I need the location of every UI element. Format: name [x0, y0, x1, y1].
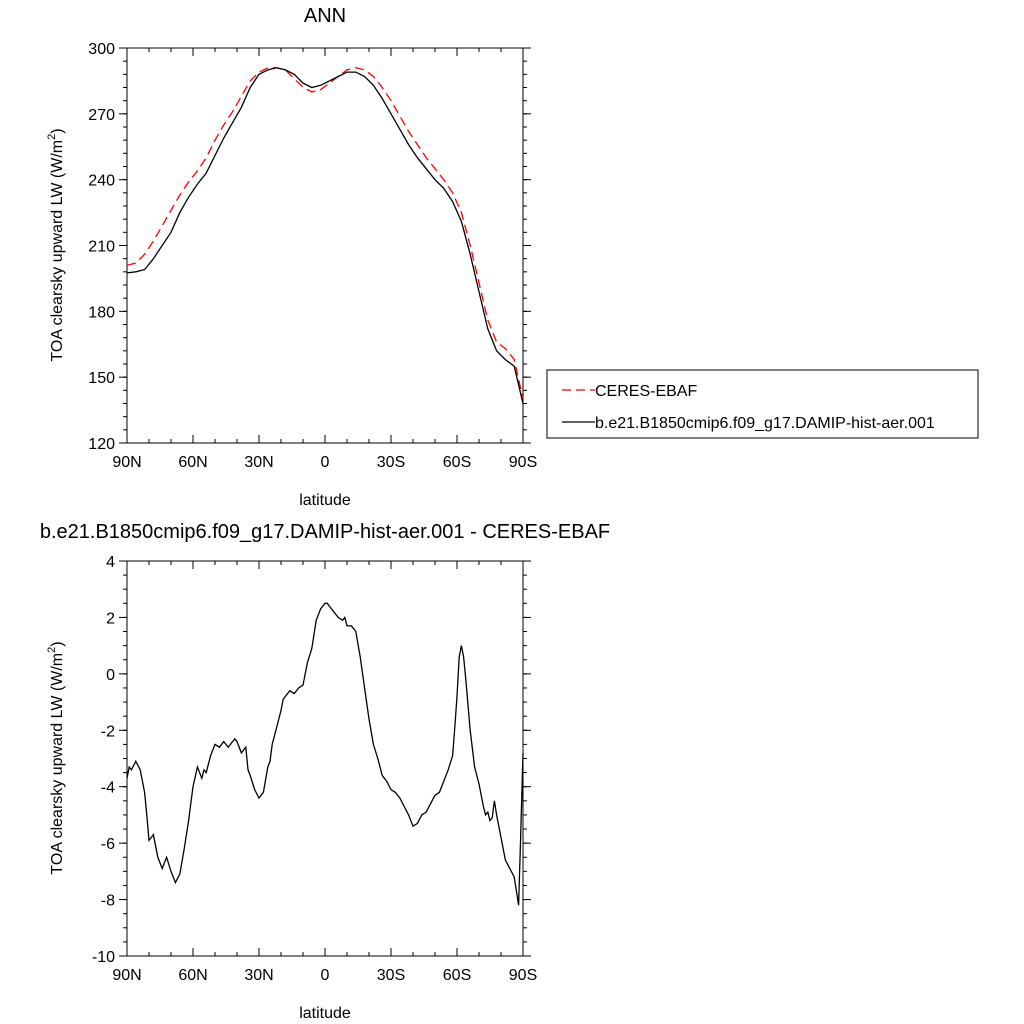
x-tick-label: 0 — [321, 967, 330, 984]
x-tick-label: 90N — [112, 967, 141, 984]
x-tick-label: 0 — [321, 454, 330, 471]
series-line-1 — [126, 67, 524, 404]
plot-frame — [126, 560, 524, 957]
y-tick-label: -10 — [92, 949, 115, 966]
x-tick-label: 30N — [244, 967, 273, 984]
y-tick-label: 240 — [88, 173, 115, 190]
y-tick-label: -2 — [101, 723, 115, 740]
y-axis-label-superscript: 2 — [46, 134, 58, 140]
x-tick-label: 30N — [244, 454, 273, 471]
legend: CERES-EBAF b.e21.B1850cmip6.f09_g17.DAMIP… — [546, 369, 979, 439]
y-tick-label: 180 — [88, 304, 115, 321]
y-tick-label: -6 — [101, 836, 115, 853]
x-tick-label: 90N — [112, 454, 141, 471]
chart-title: b.e21.B1850cmip6.f09_g17.DAMIP-hist-aer.… — [40, 521, 610, 543]
top-latitude-plot: ANN 90N 60N 30N 0 30S 60S 90S 120 150 180 210 240 270… — [46, 5, 537, 509]
y-tick-label: 2 — [106, 610, 115, 627]
legend-label: CERES-EBAF — [595, 383, 697, 400]
y-tick-label: 4 — [106, 554, 115, 571]
y-axis-label-superscript: 2 — [46, 647, 58, 653]
y-axis-label: TOA clearsky upward LW (W/m2) — [46, 641, 66, 874]
x-axis-label: latitude — [299, 492, 351, 509]
plot-frame — [126, 47, 524, 444]
legend-label: b.e21.B1850cmip6.f09_g17.DAMIP-hist-aer.… — [595, 415, 935, 432]
x-tick-label: 60N — [178, 967, 207, 984]
x-tick-label: 60S — [443, 454, 471, 471]
x-tick-label: 30S — [377, 967, 405, 984]
y-tick-label: -8 — [101, 893, 115, 910]
y-tick-label: 0 — [106, 667, 115, 684]
difference-latitude-plot: b.e21.B1850cmip6.f09_g17.DAMIP-hist-aer.… — [40, 521, 610, 1022]
y-axis-label-close: ) — [49, 641, 66, 646]
x-tick-label: 60S — [443, 967, 471, 984]
x-tick-label: 90S — [509, 967, 537, 984]
y-axis-label-text: TOA clearsky upward LW (W/m — [49, 653, 66, 875]
chart-title: ANN — [304, 5, 346, 27]
y-axis-label: TOA clearsky upward LW (W/m2) — [46, 128, 66, 361]
series-line-0 — [126, 602, 524, 906]
y-tick-label: 300 — [88, 41, 115, 58]
legend-box — [546, 369, 979, 439]
x-tick-label: 30S — [377, 454, 405, 471]
x-tick-label: 60N — [178, 454, 207, 471]
series-line-0 — [126, 67, 524, 400]
y-tick-label: -4 — [101, 780, 115, 797]
y-axis-label-text: TOA clearsky upward LW (W/m — [49, 140, 66, 362]
y-axis-label-close: ) — [49, 128, 66, 133]
y-tick-label: 270 — [88, 107, 115, 124]
x-tick-label: 90S — [509, 454, 537, 471]
y-tick-label: 210 — [88, 239, 115, 256]
y-tick-label: 150 — [88, 370, 115, 387]
x-axis-label: latitude — [299, 1005, 351, 1022]
y-tick-label: 120 — [88, 436, 115, 453]
